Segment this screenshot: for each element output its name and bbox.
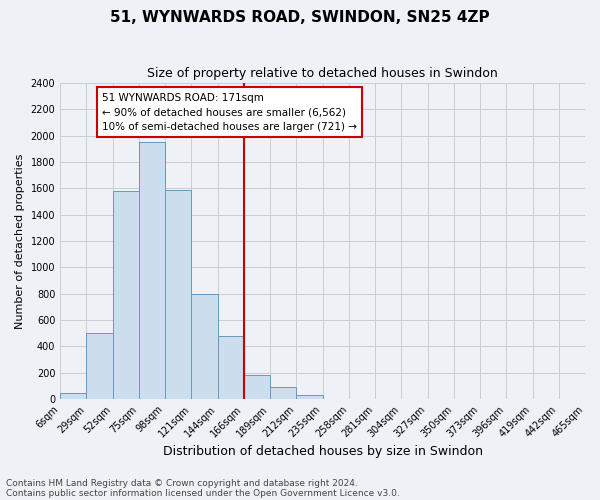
Bar <box>86 334 113 399</box>
Title: Size of property relative to detached houses in Swindon: Size of property relative to detached ho… <box>147 68 498 80</box>
Y-axis label: Number of detached properties: Number of detached properties <box>15 154 25 329</box>
X-axis label: Distribution of detached houses by size in Swindon: Distribution of detached houses by size … <box>163 444 482 458</box>
Text: 51 WYNWARDS ROAD: 171sqm
← 90% of detached houses are smaller (6,562)
10% of sem: 51 WYNWARDS ROAD: 171sqm ← 90% of detach… <box>102 92 357 132</box>
Bar <box>139 142 165 399</box>
Text: Contains HM Land Registry data © Crown copyright and database right 2024.: Contains HM Land Registry data © Crown c… <box>6 478 358 488</box>
Bar <box>113 191 139 399</box>
Text: Contains public sector information licensed under the Open Government Licence v3: Contains public sector information licen… <box>6 488 400 498</box>
Bar <box>296 394 323 399</box>
Bar <box>191 294 218 399</box>
Text: 51, WYNWARDS ROAD, SWINDON, SN25 4ZP: 51, WYNWARDS ROAD, SWINDON, SN25 4ZP <box>110 10 490 25</box>
Bar <box>270 388 296 399</box>
Bar <box>60 392 86 399</box>
Bar <box>218 336 244 399</box>
Bar <box>165 190 191 399</box>
Bar <box>244 375 270 399</box>
